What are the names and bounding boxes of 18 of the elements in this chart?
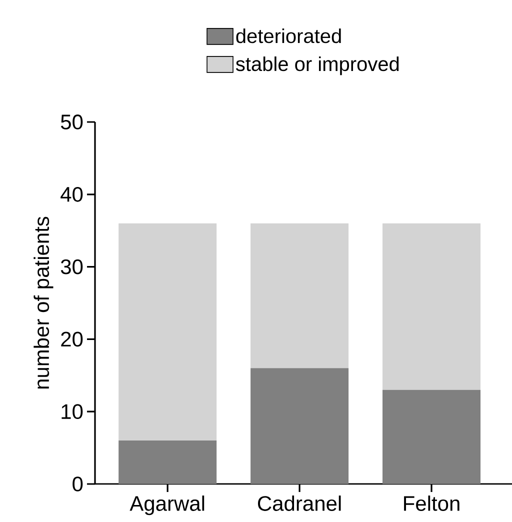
x-tick-label: Felton	[404, 496, 460, 511]
y-tick-label: 30	[60, 259, 83, 274]
y-axis-title: number of patients	[34, 216, 54, 389]
legend-label: stable or improved	[236, 56, 399, 76]
y-tick-label: 10	[62, 404, 83, 420]
legend-label: deteriorated	[236, 28, 341, 44]
bar	[382, 390, 481, 484]
x-tick-label: Agarwal	[130, 496, 204, 516]
bar	[250, 223, 349, 368]
bar	[382, 223, 481, 390]
y-tick-label: 50	[60, 114, 83, 130]
bar	[118, 440, 217, 484]
y-tick-label: 40	[60, 186, 83, 202]
y-tick-label: 0	[72, 476, 83, 492]
y-tick-label: 20	[61, 332, 83, 347]
bar	[118, 223, 217, 441]
x-tick-label: Cadranel	[258, 496, 341, 511]
bar	[250, 368, 349, 484]
